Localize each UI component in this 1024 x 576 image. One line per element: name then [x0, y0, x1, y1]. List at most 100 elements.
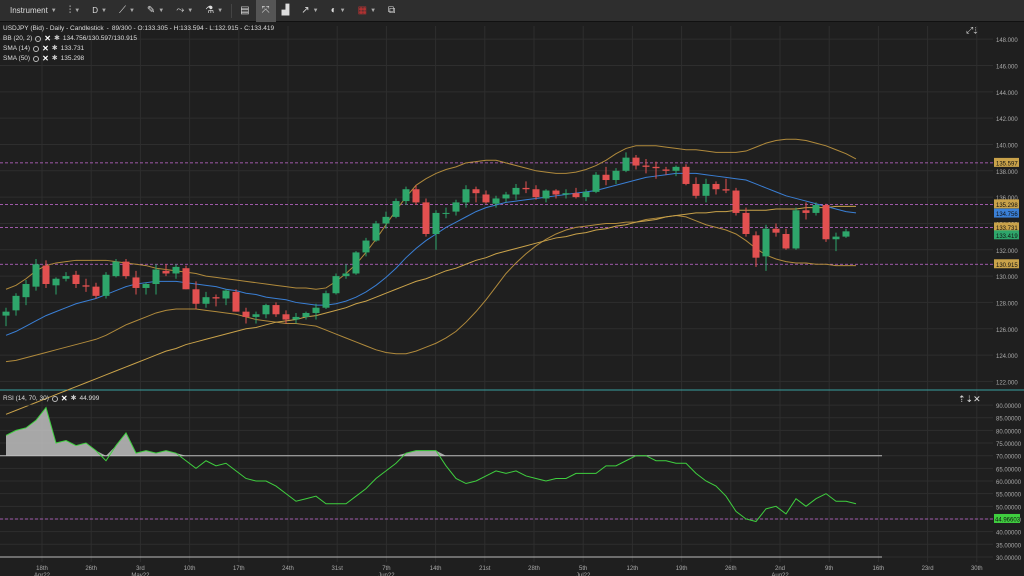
candle-body	[12, 295, 20, 311]
candle-body	[62, 276, 70, 279]
rsi-label-box	[994, 513, 1020, 523]
candle-body	[672, 166, 680, 171]
candle-body	[762, 228, 770, 257]
legend-bb-label: BB (20, 2)	[3, 35, 33, 42]
layout-icon: ▤	[240, 5, 250, 16]
chevron-down-icon: ▼	[128, 7, 135, 14]
price-label: 133.731	[996, 226, 1018, 232]
layout-button[interactable]: ▤	[234, 0, 255, 22]
gear-icon[interactable]: ✱	[51, 45, 58, 52]
popout-button[interactable]: ⧉	[382, 0, 401, 22]
candle-body	[572, 193, 580, 198]
candle-body	[842, 231, 850, 237]
candle-body	[112, 261, 120, 277]
y-tick-label: 132.000	[996, 249, 1018, 255]
rsi-tick-label: 50.00000	[996, 505, 1022, 511]
x-sublabel: Jul22	[576, 573, 591, 576]
candle-body	[312, 307, 320, 313]
candle-body	[152, 269, 160, 285]
close-icon[interactable]: ✕	[60, 394, 68, 403]
interval-menu[interactable]: D ▼	[86, 0, 113, 22]
x-tick-label: 24th	[282, 566, 294, 572]
fullscreen-button[interactable]: ⤧	[255, 0, 276, 22]
chevron-down-icon: ▼	[100, 7, 107, 14]
bar-chart-button[interactable]: ▟	[276, 0, 296, 22]
pane-move-icon[interactable]: ⇡⇣✕	[958, 394, 981, 404]
candle-body	[632, 157, 640, 166]
share-menu[interactable]: ↗ ▼	[295, 0, 324, 22]
legend-rsi-value: 44.999	[79, 395, 100, 402]
sma50-line	[5, 205, 856, 415]
gear-icon[interactable]: ✱	[51, 55, 58, 62]
eye-icon[interactable]	[51, 396, 58, 402]
candle-body	[262, 305, 270, 315]
chart-area[interactable]: 148.000 146.000 144.000 142.000 140.000 138.0…	[0, 22, 1024, 576]
templates-menu[interactable]: ⚗ ▼	[199, 0, 229, 22]
candle-body	[322, 293, 330, 308]
legend-sma14-value: 133.731	[60, 45, 85, 52]
candle-body	[652, 166, 660, 169]
candle-body	[782, 233, 790, 249]
close-icon[interactable]: ✕	[42, 54, 49, 63]
eye-icon[interactable]	[33, 56, 40, 62]
rsi-tick-label: 75.00000	[996, 442, 1022, 448]
x-tick-label: 5th	[579, 566, 587, 572]
expand-icon[interactable]: ⤢⇣	[966, 25, 978, 35]
candle-body	[532, 189, 540, 198]
eye-icon[interactable]	[35, 36, 42, 42]
gear-icon[interactable]: ✱	[53, 35, 60, 42]
y-tick-label: 122.000	[996, 380, 1018, 386]
y-tick-label: 126.000	[996, 328, 1018, 334]
candle-body	[402, 189, 410, 202]
uk-flag-icon: ▦	[357, 5, 368, 16]
x-tick-label: 17th	[233, 566, 245, 572]
eye-icon[interactable]	[33, 46, 40, 52]
popout-icon: ⧉	[388, 5, 396, 16]
candle-body	[222, 290, 230, 299]
close-icon[interactable]: ✕	[44, 34, 51, 43]
language-menu[interactable]: ▦ ▼	[352, 0, 382, 22]
candlestick-icon: ⫶	[68, 5, 72, 16]
rsi-tick-label: 40.00000	[996, 531, 1022, 537]
price-label: 135.298	[996, 203, 1018, 209]
candle-body	[832, 236, 840, 240]
candle-body	[682, 166, 690, 184]
candle-body	[542, 190, 550, 199]
x-tick-label: 31st	[332, 566, 344, 572]
candle-body	[772, 228, 780, 233]
candle-body	[822, 205, 830, 240]
candle-body	[442, 212, 450, 214]
legend-sma14-row: SMA (14) ✕ ✱ 133.731	[3, 44, 274, 54]
candle-body	[712, 183, 720, 190]
instrument-label: Instrument	[10, 6, 48, 15]
candle-body	[502, 194, 510, 199]
price-chart-svg[interactable]: 148.000 146.000 144.000 142.000 140.000 138.0…	[0, 22, 1024, 576]
x-tick-label: 21st	[479, 566, 491, 572]
instrument-menu[interactable]: Instrument ▼	[4, 0, 63, 22]
fullscreen-icon: ⤧	[261, 5, 270, 16]
legend-rsi-row: RSI (14, 70, 30) ✕ ✱ 44.999	[3, 394, 99, 404]
theme-menu[interactable]: ◐ ▼	[325, 0, 352, 22]
candle-body	[342, 273, 350, 277]
candle-body	[332, 276, 340, 294]
chart-type-menu[interactable]: ⫶ ▼	[63, 0, 86, 22]
candle-body	[202, 297, 210, 304]
candle-body	[372, 223, 380, 241]
price-label-box	[994, 222, 1019, 232]
close-icon[interactable]: ✕	[42, 44, 49, 53]
candle-body	[722, 189, 730, 191]
price-label-box	[994, 199, 1019, 209]
measure-menu[interactable]: ✎ ▼	[141, 0, 170, 22]
candle-body	[492, 198, 500, 204]
rsi-tick-label: 60.00000	[996, 480, 1022, 486]
indicators-menu[interactable]: ⤳ ▼	[170, 0, 199, 22]
gear-icon[interactable]: ✱	[70, 395, 77, 402]
candle-body	[732, 190, 740, 213]
y-tick-label: 142.000	[996, 117, 1018, 123]
price-label: 130.915	[996, 263, 1018, 269]
y-tick-label: 138.000	[996, 170, 1018, 176]
draw-line-menu[interactable]: ⟋ ▼	[113, 0, 141, 22]
candle-body	[82, 285, 90, 287]
candle-body	[562, 193, 570, 195]
rsi-overbought-fill	[6, 407, 856, 456]
